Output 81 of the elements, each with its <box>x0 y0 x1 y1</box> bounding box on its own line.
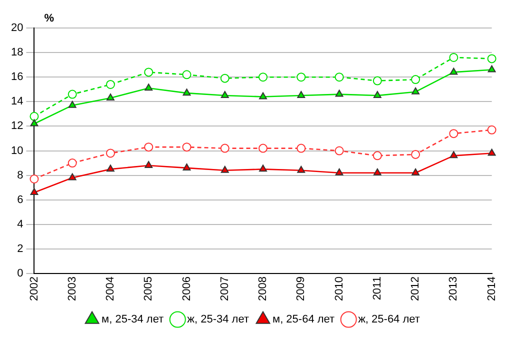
point <box>449 129 458 138</box>
y-tick-label: 16 <box>10 71 24 84</box>
point <box>106 93 114 100</box>
point <box>297 166 306 173</box>
point <box>220 166 229 173</box>
point <box>259 164 267 172</box>
x-tick-label: 2002 <box>28 276 40 302</box>
point <box>412 87 420 94</box>
point <box>297 91 306 98</box>
point <box>68 173 76 180</box>
point <box>335 90 344 97</box>
point <box>411 150 420 159</box>
point <box>68 100 76 108</box>
point <box>106 80 115 89</box>
point <box>182 70 192 80</box>
point <box>220 74 230 83</box>
legend-label: м, 25-64 лет <box>272 314 335 326</box>
point <box>258 144 268 153</box>
point <box>220 91 229 98</box>
x-tick-label: 2009 <box>295 276 308 302</box>
point <box>412 168 420 176</box>
y-axis-title: % <box>44 12 54 25</box>
point <box>411 75 420 84</box>
x-tick-label: 2003 <box>66 276 78 302</box>
x-tick-label: 2005 <box>142 276 155 302</box>
y-tick-label: 12 <box>10 120 24 132</box>
y-tick-label: 6 <box>17 194 24 206</box>
point <box>296 72 306 82</box>
point <box>259 92 267 100</box>
point <box>334 72 344 82</box>
x-tick-label: 2012 <box>410 276 422 302</box>
point <box>487 125 496 134</box>
point <box>449 52 458 62</box>
x-tick-label: 2010 <box>333 276 346 302</box>
x-tick-label: 2011 <box>371 276 384 300</box>
legend-label: м, 25-34 лет <box>102 314 164 326</box>
point <box>335 168 344 176</box>
y-tick-label: 18 <box>10 46 24 59</box>
legend-label: ж, 25-64 лет <box>358 314 420 326</box>
point <box>30 174 39 184</box>
point <box>182 163 191 170</box>
point <box>106 164 114 172</box>
point <box>144 160 153 168</box>
point <box>68 158 77 168</box>
point <box>334 146 344 156</box>
point <box>220 144 230 153</box>
x-tick-label: 2008 <box>257 276 270 302</box>
point <box>144 68 154 77</box>
point <box>144 84 153 91</box>
y-tick-label: 8 <box>17 169 24 182</box>
y-tick-label: 10 <box>10 144 24 157</box>
point <box>30 188 38 196</box>
point <box>296 144 306 153</box>
x-tick-label: 2014 <box>486 276 498 302</box>
legend-label: ж, 25-34 лет <box>187 314 250 326</box>
point <box>372 76 382 86</box>
y-tick-label: 20 <box>10 22 24 34</box>
point <box>372 151 382 160</box>
point <box>450 68 458 75</box>
point <box>182 88 191 96</box>
x-tick-label: 2006 <box>180 276 193 302</box>
y-tick-label: 4 <box>17 218 24 230</box>
point <box>488 148 496 156</box>
point <box>488 65 496 72</box>
point <box>373 91 382 98</box>
y-tick-label: 0 <box>17 268 24 280</box>
x-tick-label: 2007 <box>218 276 231 302</box>
y-tick-label: 14 <box>10 96 24 108</box>
point <box>373 168 382 176</box>
x-tick-label: 2013 <box>448 276 460 302</box>
point <box>182 142 192 152</box>
point <box>144 142 154 152</box>
point <box>450 151 458 158</box>
point <box>106 148 115 158</box>
point <box>487 54 496 64</box>
point <box>258 72 268 82</box>
point <box>30 119 38 126</box>
point <box>30 112 39 121</box>
point <box>68 90 77 99</box>
x-tick-label: 2004 <box>104 276 117 302</box>
y-tick-label: 2 <box>17 243 24 256</box>
